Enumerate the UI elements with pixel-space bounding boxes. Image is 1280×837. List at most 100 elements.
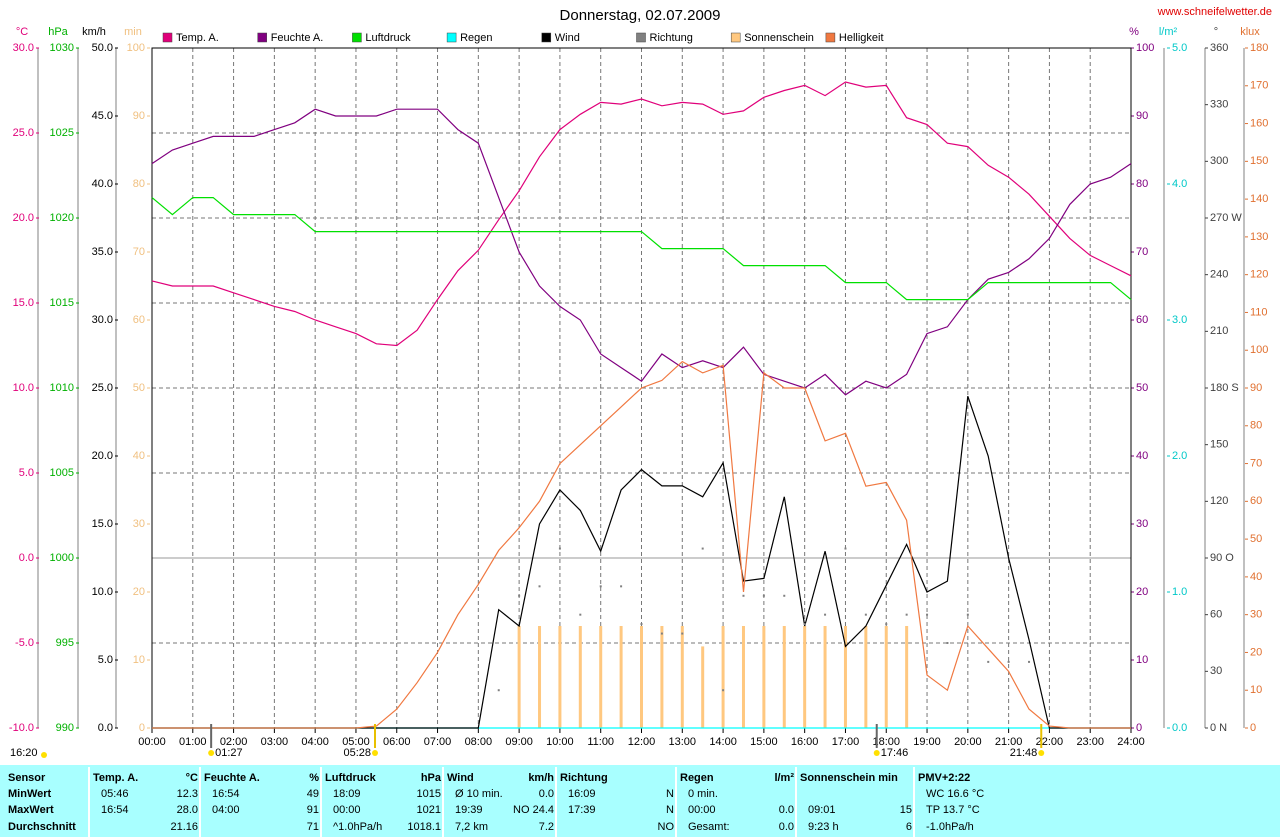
table-header: Sensor	[8, 772, 46, 784]
y-tick-label: 10	[133, 654, 145, 666]
y-tick-label: 0	[1250, 722, 1256, 734]
y-tick-label: 5.0	[1172, 42, 1187, 54]
cell-time: 16:54	[101, 804, 129, 816]
cell-value: 0.0	[539, 788, 554, 800]
y-tick-label: 30.0	[92, 314, 113, 326]
direction-dot	[497, 689, 500, 692]
y-tick-label: 80	[133, 178, 145, 190]
legend-swatch	[541, 32, 552, 43]
y-tick-label: 100	[127, 42, 145, 54]
series-line	[151, 197, 1132, 301]
y-tick-label: 995	[56, 637, 74, 649]
direction-dot	[783, 594, 786, 597]
group-header: Temp. A.	[93, 772, 138, 784]
y-tick-label: -10.0	[9, 722, 34, 734]
group-unit: hPa	[421, 772, 442, 784]
sunshine-bar	[843, 626, 847, 728]
marker-label: 16:20	[10, 747, 38, 759]
y-tick-label: 20.0	[13, 212, 34, 224]
cell-time: 16:54	[212, 788, 240, 800]
cell-value: 28.0	[177, 804, 198, 816]
y-tick-label: 50.0	[92, 42, 113, 54]
y-tick-label: 1005	[50, 467, 74, 479]
x-tick-label: 17:00	[832, 736, 860, 748]
stats-table-bg	[0, 765, 1280, 837]
x-tick-label: 12:00	[628, 736, 656, 748]
y-tick-label: 0 N	[1210, 722, 1227, 734]
y-tick-label: 0.0	[98, 722, 113, 734]
legend-swatch	[636, 32, 646, 43]
y-tick-label: 1020	[50, 212, 74, 224]
y-tick-label: 120	[1210, 495, 1228, 507]
y-tick-label: 1025	[50, 127, 74, 139]
marker-label: 17:46	[881, 747, 909, 759]
sunshine-bar	[660, 626, 664, 728]
sunshine-bar	[741, 626, 745, 728]
direction-dot	[518, 594, 521, 597]
y-tick-label: 20	[133, 586, 145, 598]
y-tick-label: 1030	[50, 42, 74, 54]
y-tick-label: 210	[1210, 325, 1228, 337]
marker-icon	[873, 750, 880, 756]
cell-time: TP 13.7 °C	[926, 804, 980, 816]
marker-icon	[41, 752, 47, 758]
y-tick-label: 35.0	[92, 246, 113, 258]
direction-dot	[987, 660, 990, 663]
y-tick-label: 90 O	[1210, 552, 1234, 564]
direction-dot	[558, 547, 561, 550]
cell-time: 00:00	[688, 804, 716, 816]
y-tick-label: 100	[1250, 344, 1268, 356]
group-unit: km/h	[528, 772, 554, 784]
x-tick-label: 22:00	[1036, 736, 1064, 748]
cell-value: 1018.1	[407, 821, 441, 833]
direction-dot	[803, 623, 806, 626]
y-tick-label: 990	[56, 722, 74, 734]
y-tick-label: 150	[1250, 155, 1268, 167]
direction-dot	[824, 613, 827, 616]
y-tick-label: 80	[1136, 178, 1148, 190]
group-header: Feuchte A.	[204, 772, 260, 784]
direction-dot	[885, 623, 888, 626]
source: www.schneifelwetter.de	[1157, 6, 1272, 18]
y-tick-label: 0.0	[1172, 722, 1187, 734]
y-tick-label: 5.0	[19, 467, 34, 479]
cell-time: -1.0hPa/h	[926, 821, 974, 833]
cell-value: 7.2	[539, 821, 554, 833]
y-tick-label: 360	[1210, 42, 1228, 54]
x-tick-label: 24:00	[1117, 736, 1145, 748]
y-tick-label: 50	[133, 382, 145, 394]
cell-value: 0.0	[779, 804, 794, 816]
legend-swatch	[730, 32, 741, 43]
sunshine-bar	[701, 646, 705, 728]
cell-time: Ø 10 min.	[455, 788, 503, 800]
y-tick-label: 60	[1210, 609, 1222, 621]
y-tick-label: 180 S	[1210, 382, 1239, 394]
direction-dot	[620, 585, 623, 588]
cell-time: 7,2 km	[455, 821, 488, 833]
y-tick-label: 1010	[50, 382, 74, 394]
cell-time: 04:00	[212, 804, 240, 816]
marker-label: 21:48	[1010, 747, 1038, 759]
sunshine-bar	[721, 626, 725, 728]
y-tick-label: 40	[133, 450, 145, 462]
x-tick-label: 09:00	[505, 736, 533, 748]
cell-value: N	[666, 788, 674, 800]
y-tick-label: 180	[1250, 42, 1268, 54]
y-tick-label: 130	[1250, 231, 1268, 243]
y-tick-label: 4.0	[1172, 178, 1187, 190]
axis-unit: min	[124, 26, 142, 38]
axis-unit: %	[1129, 26, 1139, 38]
x-tick-label: 03:00	[261, 736, 289, 748]
legend-label: Regen	[460, 32, 492, 44]
y-tick-label: 1015	[50, 297, 74, 309]
direction-dot	[844, 547, 847, 550]
cell-value: 91	[307, 804, 319, 816]
cell-value: 1015	[417, 788, 441, 800]
legend-label: Luftdruck	[365, 32, 411, 44]
y-tick-label: 45.0	[92, 110, 113, 122]
x-tick-label: 07:00	[424, 736, 452, 748]
cell-time: 00:00	[333, 804, 361, 816]
row-label: MinWert	[8, 788, 52, 800]
y-tick-label: 15.0	[13, 297, 34, 309]
